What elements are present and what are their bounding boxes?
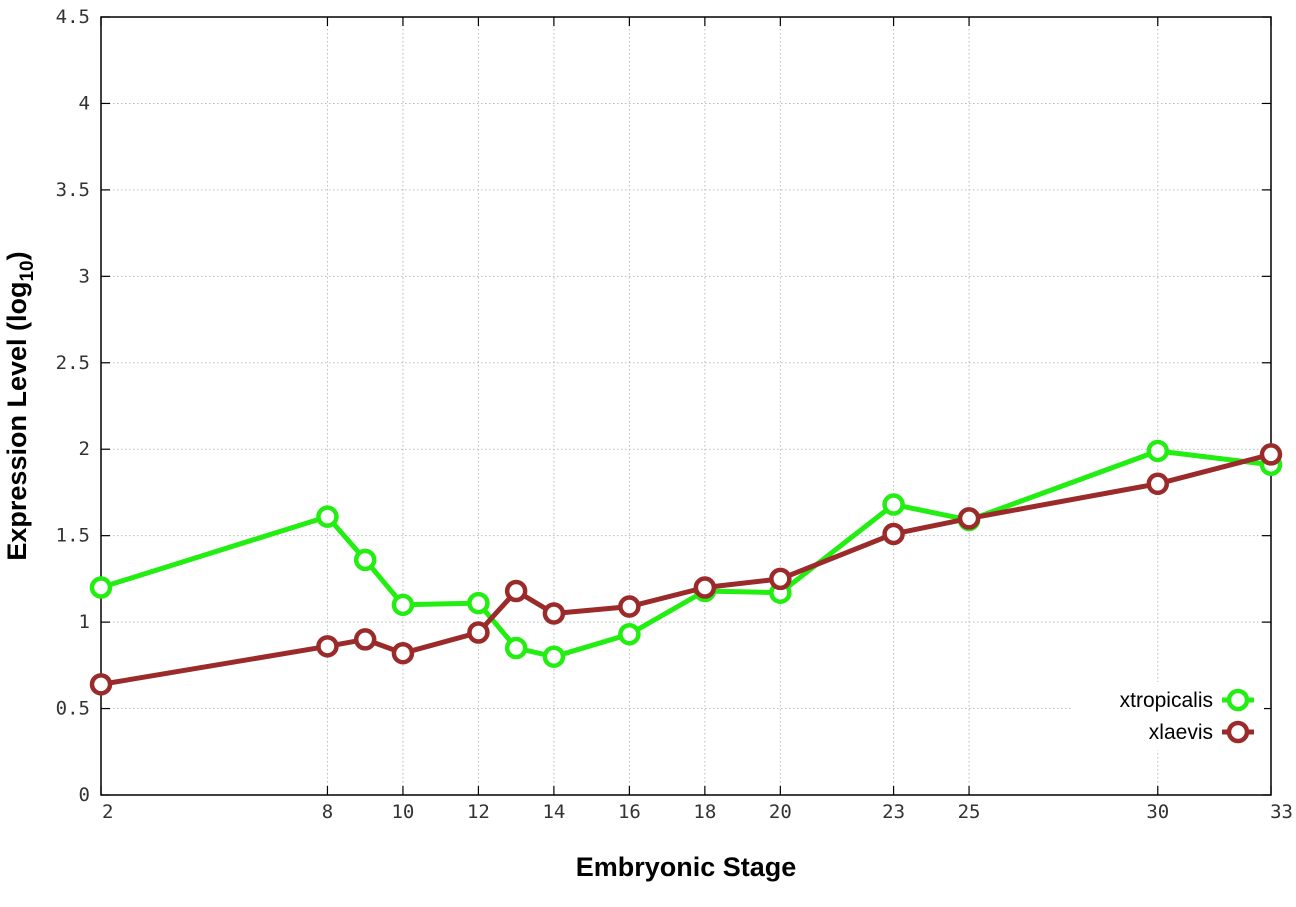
y-tick-label: 2 [79,438,90,460]
grid [101,17,1271,795]
y-tick-label: 3.5 [56,179,90,201]
y-axis-title-main: Expression Level (log [2,282,32,561]
x-tick-label: 23 [882,801,905,823]
x-tick-label: 18 [693,801,716,823]
x-tick-label: 2 [102,801,113,823]
data-point [693,576,717,599]
x-tick-label: 20 [769,801,792,823]
data-point [769,567,792,591]
data-point [316,505,339,528]
series-xlaevis [89,443,1283,696]
data-point [89,673,113,696]
y-tick-label: 1.5 [56,525,90,547]
x-tick-label: 33 [1270,801,1293,823]
data-point [391,593,415,617]
series-line [100,451,1272,687]
y-tick-label: 0.5 [56,698,90,720]
y-axis-title: Expression Level (log10) [2,251,38,560]
y-tick-label: 0 [79,784,90,806]
data-point [542,645,566,668]
legend-marker [1226,688,1250,712]
x-tick-label: 25 [958,801,981,823]
data-point [467,621,490,644]
x-tick-label: 12 [467,801,490,823]
data-point [89,576,113,599]
legend-label: xtropicalis [1120,689,1213,712]
y-tick-label: 2.5 [56,352,90,374]
y-tick-label: 3 [79,265,90,287]
y-tick-label: 4.5 [56,6,90,28]
data-point [618,595,641,618]
data-point [504,636,528,660]
data-point [1146,439,1170,463]
plot-frame [100,16,1272,796]
series-layer [89,439,1283,696]
x-tick-label: 14 [542,801,565,823]
x-tick-label: 30 [1146,801,1169,823]
legend-marker [1226,720,1250,744]
x-axis-title: Embryonic Stage [576,852,797,882]
data-point [542,602,566,625]
data-point [316,635,339,658]
series-line [100,448,1272,660]
data-point [353,628,377,651]
legend: xtropicalis xlaevis [1072,682,1264,750]
y-tick-label: 1 [79,611,90,633]
data-point [957,507,981,530]
y-axis-title-subscript: 10 [17,260,38,281]
data-point [1259,443,1283,466]
x-tick-label: 8 [322,801,333,823]
legend-label: xlaevis [1149,721,1213,744]
series-xtropicalis [89,439,1283,668]
y-tick-label: 4 [79,92,90,114]
data-point [618,622,641,646]
data-point [882,522,905,546]
x-tick-label: 16 [618,801,641,823]
data-point [353,548,377,572]
data-point [391,641,415,665]
data-point [467,591,490,615]
data-point [504,579,528,603]
data-point [1146,472,1170,496]
y-axis-title-close: ) [2,251,32,260]
data-point [882,493,905,516]
x-tick-label: 10 [391,801,414,823]
